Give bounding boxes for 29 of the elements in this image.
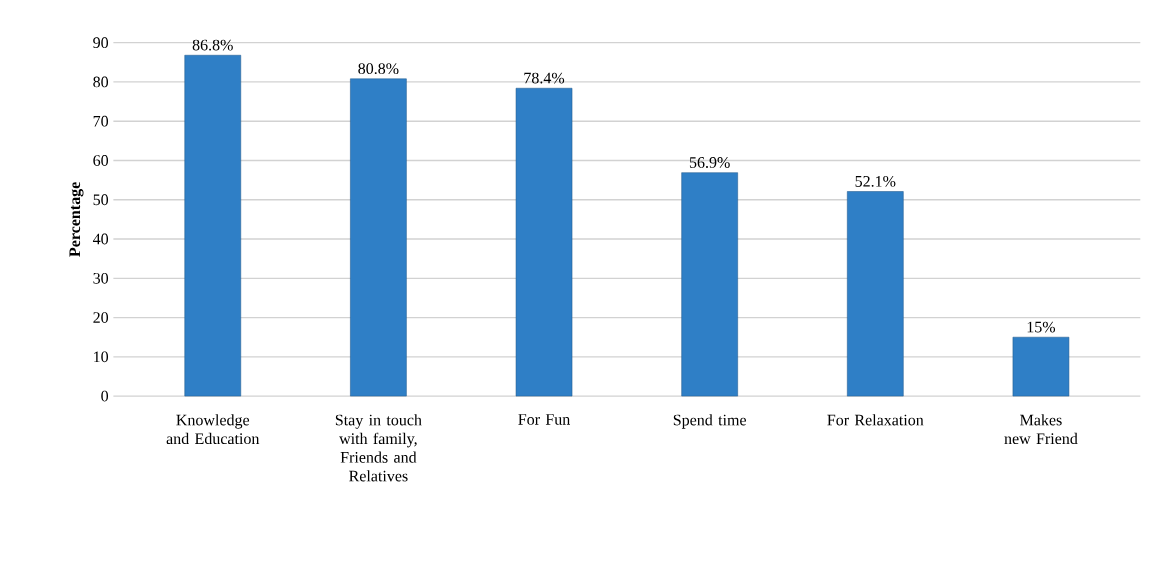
- x-tick-label: For Relaxation: [827, 414, 924, 426]
- x-tick-label: Knowledge and Education: [166, 414, 260, 445]
- y-tick-label: 0: [101, 390, 109, 402]
- y-tick-label: 30: [93, 272, 109, 284]
- data-label: 15%: [1027, 321, 1056, 333]
- y-tick-label: 50: [93, 194, 109, 206]
- x-tick-label: Spend time: [673, 414, 747, 429]
- y-tick-label: 20: [93, 312, 109, 324]
- y-tick-label: 90: [93, 37, 109, 49]
- x-tick-label: Stay in touch with family, Friends and Relatives: [335, 414, 422, 482]
- data-label: 52.1%: [855, 176, 896, 187]
- bar: [681, 172, 738, 397]
- x-tick-label: For Fun: [518, 414, 571, 425]
- bar: [515, 88, 573, 397]
- y-tick-label: 10: [94, 351, 109, 363]
- bar: [350, 78, 407, 397]
- bar: [184, 55, 242, 397]
- bar: [847, 191, 904, 397]
- y-tick-label: 60: [93, 155, 109, 166]
- data-label: 78.4%: [524, 72, 565, 84]
- y-tick-label: 80: [93, 76, 109, 88]
- data-label: 56.9%: [689, 157, 730, 169]
- y-tick-label: 70: [93, 115, 109, 127]
- x-tick-label: Makes new Friend: [1004, 414, 1078, 445]
- data-label: 80.8%: [358, 63, 399, 75]
- data-label: 86.8%: [192, 39, 233, 51]
- bar: [1012, 337, 1070, 397]
- y-tick-label: 40: [92, 233, 109, 245]
- y-axis-title: Percentage: [69, 182, 84, 257]
